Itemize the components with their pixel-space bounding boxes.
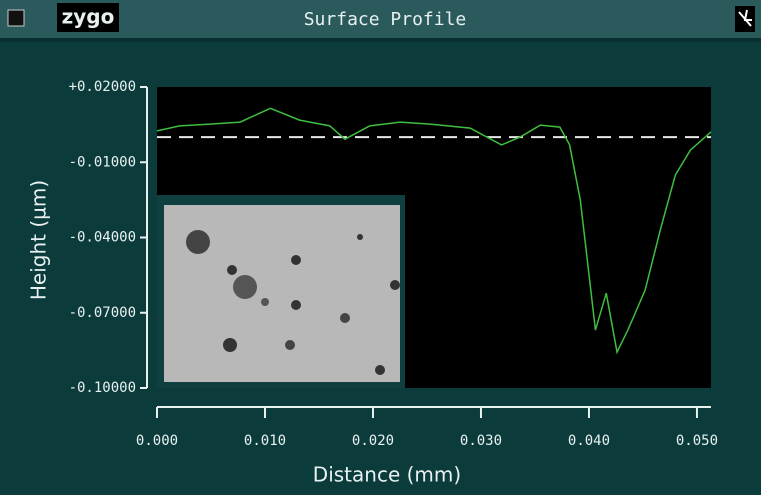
x-tick-label: 0.010 [244,433,286,449]
logo-box [57,3,119,32]
y-tick-label: -0.07000 [69,305,136,321]
pin-icon [738,9,752,27]
profile-line [156,107,712,355]
particle [291,255,301,265]
particle [390,280,400,290]
title-bar [0,0,761,38]
x-axis-label: Distance (mm) [313,463,461,487]
close-button[interactable] [7,9,25,27]
y-tick-label: +0.02000 [69,79,136,95]
particle [261,298,269,306]
x-tick-label: 0.040 [568,433,610,449]
logo: zygo [62,5,115,29]
particle [233,275,257,299]
particle [186,230,210,254]
y-tick-label: -0.04000 [69,230,136,246]
particle [291,300,301,310]
y-axis-label: Height (µm) [27,180,51,300]
y-tick-label: -0.10000 [69,380,136,396]
x-tick-label: 0.020 [352,433,394,449]
title-separator [0,38,761,42]
x-tick-label: 0.050 [676,433,718,449]
x-tick-label: 0.030 [460,433,502,449]
window-title: Surface Profile [304,9,467,30]
particle [375,365,385,375]
particle [340,313,350,323]
y-tick-label: -0.01000 [69,154,136,170]
particle [227,265,237,275]
particle [357,234,363,240]
particle [285,340,295,350]
inset-image [157,195,405,388]
particle [223,338,237,352]
x-tick-label: 0.000 [136,433,178,449]
